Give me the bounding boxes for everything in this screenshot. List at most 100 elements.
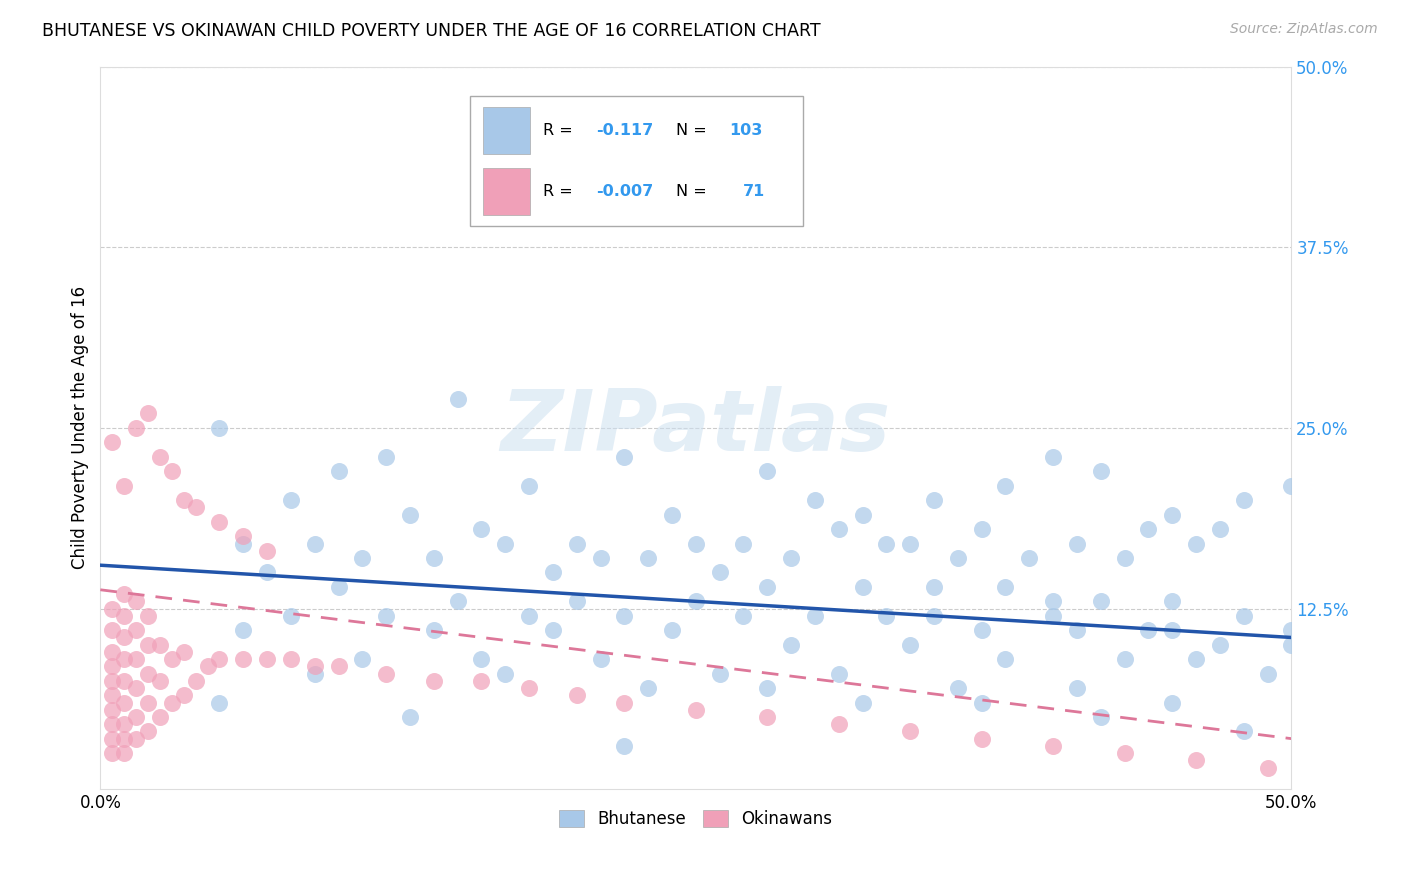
Point: [1279, 479, 1302, 493]
Point: [125, 652, 148, 666]
Point: [470, 652, 492, 666]
Point: [184, 673, 207, 688]
Point: [685, 594, 707, 608]
Point: [208, 652, 231, 666]
Point: [304, 659, 326, 673]
Point: [613, 608, 636, 623]
Legend: Bhutanese, Okinawans: Bhutanese, Okinawans: [553, 804, 839, 835]
Point: [160, 652, 183, 666]
Point: [565, 688, 588, 702]
Point: [399, 508, 422, 522]
Point: [173, 493, 195, 508]
Point: [756, 710, 779, 724]
Point: [828, 522, 851, 536]
Point: [994, 652, 1017, 666]
Point: [804, 608, 827, 623]
Point: [1257, 760, 1279, 774]
Point: [733, 608, 755, 623]
Point: [101, 746, 124, 760]
Point: [125, 594, 148, 608]
Point: [101, 659, 124, 673]
Point: [256, 652, 278, 666]
Point: [756, 681, 779, 695]
Point: [375, 608, 398, 623]
Point: [1279, 638, 1302, 652]
Point: [304, 536, 326, 550]
Point: [208, 696, 231, 710]
Point: [780, 638, 803, 652]
Point: [1257, 666, 1279, 681]
Point: [101, 601, 124, 615]
Point: [197, 659, 219, 673]
Point: [922, 580, 945, 594]
Point: [328, 659, 350, 673]
Point: [136, 407, 159, 421]
Point: [101, 731, 124, 746]
Point: [613, 696, 636, 710]
Point: [1233, 724, 1256, 739]
Point: [112, 479, 135, 493]
Point: [125, 710, 148, 724]
Point: [780, 551, 803, 566]
Y-axis label: Child Poverty Under the Age of 16: Child Poverty Under the Age of 16: [72, 286, 89, 569]
Point: [423, 624, 446, 638]
Point: [101, 624, 124, 638]
Point: [232, 624, 254, 638]
Point: [994, 479, 1017, 493]
Point: [1090, 710, 1112, 724]
Point: [661, 508, 683, 522]
Point: [112, 631, 135, 645]
Point: [375, 450, 398, 464]
Point: [1185, 652, 1208, 666]
Point: [232, 536, 254, 550]
Point: [517, 681, 540, 695]
Point: [328, 464, 350, 478]
Point: [637, 681, 659, 695]
Point: [851, 508, 873, 522]
Point: [589, 652, 612, 666]
Point: [494, 536, 516, 550]
Point: [1018, 551, 1040, 566]
Point: [160, 696, 183, 710]
Point: [1042, 450, 1064, 464]
Point: [1090, 464, 1112, 478]
Point: [946, 551, 969, 566]
Point: [1114, 746, 1136, 760]
Point: [256, 566, 278, 580]
Point: [685, 536, 707, 550]
Point: [112, 746, 135, 760]
Point: [446, 594, 468, 608]
Point: [613, 450, 636, 464]
Point: [709, 146, 731, 161]
Point: [280, 652, 302, 666]
Point: [208, 421, 231, 435]
Point: [423, 673, 446, 688]
Point: [101, 673, 124, 688]
Point: [125, 681, 148, 695]
Point: [149, 710, 172, 724]
Point: [112, 608, 135, 623]
Point: [828, 717, 851, 731]
Point: [375, 666, 398, 681]
Point: [232, 529, 254, 543]
Point: [101, 645, 124, 659]
Point: [446, 392, 468, 406]
Point: [565, 536, 588, 550]
Point: [208, 515, 231, 529]
Point: [709, 566, 731, 580]
Point: [1114, 652, 1136, 666]
Point: [875, 608, 897, 623]
Point: [1209, 522, 1232, 536]
Point: [565, 594, 588, 608]
Point: [136, 724, 159, 739]
Point: [304, 666, 326, 681]
Point: [898, 638, 921, 652]
Point: [1042, 594, 1064, 608]
Point: [149, 638, 172, 652]
Point: [637, 551, 659, 566]
Point: [136, 638, 159, 652]
Point: [994, 580, 1017, 594]
Point: [125, 624, 148, 638]
Point: [970, 731, 993, 746]
Point: [970, 696, 993, 710]
